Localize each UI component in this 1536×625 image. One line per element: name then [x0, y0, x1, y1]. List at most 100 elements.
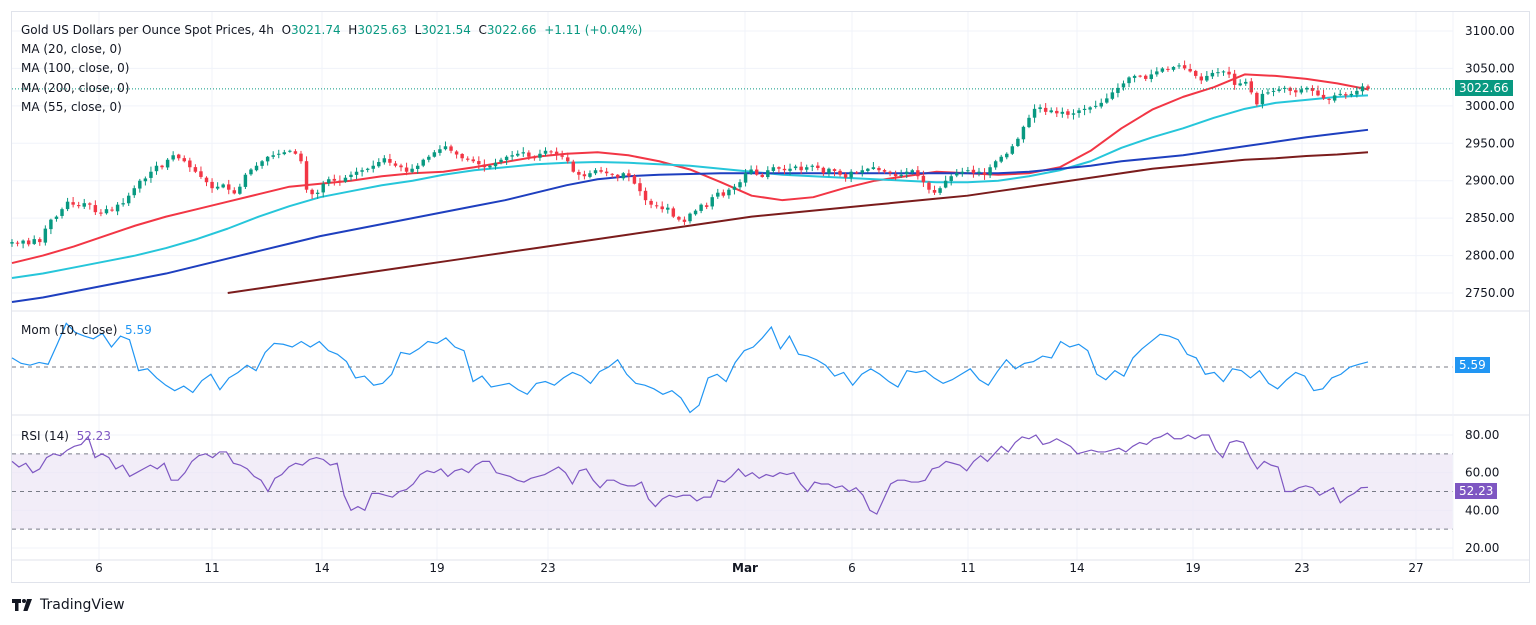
candle-body: [554, 151, 559, 156]
candle-body: [599, 170, 603, 172]
candle: [988, 164, 992, 179]
candle-body: [1132, 75, 1137, 78]
candle-body: [165, 159, 170, 168]
candle: [888, 170, 892, 177]
candle: [932, 185, 937, 195]
candle: [1327, 98, 1331, 105]
candle-body: [543, 150, 548, 154]
candle: [176, 153, 181, 161]
candle: [799, 161, 803, 175]
candle-body: [649, 200, 653, 205]
candle: [410, 164, 414, 174]
candle: [699, 203, 703, 214]
candle: [1077, 107, 1081, 118]
candle-body: [716, 192, 720, 197]
candle: [126, 192, 131, 206]
candle: [921, 170, 926, 187]
candle-body: [110, 209, 114, 211]
candle: [443, 141, 448, 151]
tradingview-logo-icon: [12, 599, 32, 611]
candle-body: [71, 202, 75, 205]
candle-body: [988, 167, 992, 176]
price-tick-label: 2750.00: [1465, 286, 1515, 300]
legend-ma20[interactable]: MA (20, close, 0): [21, 42, 122, 56]
candle: [654, 201, 659, 209]
candle-body: [54, 216, 59, 219]
legend-ma100[interactable]: MA (100, close, 0): [21, 61, 130, 75]
candle: [554, 147, 559, 161]
candle-body: [510, 155, 514, 157]
candle-body: [104, 209, 109, 214]
candle: [1255, 91, 1259, 107]
legend-rsi[interactable]: RSI (14) 52.23: [21, 428, 111, 444]
candle-body: [977, 171, 981, 173]
candle-body: [1055, 110, 1059, 114]
rsi-band-area: [12, 453, 1453, 530]
candle-body: [1093, 105, 1098, 107]
high-label: H: [348, 23, 358, 37]
candle-body: [610, 173, 614, 175]
candle-body: [627, 173, 631, 177]
candle-body: [899, 174, 903, 176]
candle: [760, 172, 764, 178]
time-tick-label: 14: [314, 561, 329, 575]
candle: [960, 167, 965, 177]
candle: [1043, 103, 1048, 115]
legend-momentum[interactable]: Mom (10, close) 5.59: [21, 322, 152, 338]
candle-body: [721, 192, 726, 196]
price-tick-label: 2950.00: [1465, 136, 1515, 150]
tradingview-logo[interactable]: TradingView: [12, 597, 125, 613]
candle-body: [243, 174, 248, 187]
candle: [1210, 69, 1215, 79]
candle-body: [1193, 70, 1198, 76]
symbol-title: Gold US Dollars per Ounce Spot Prices, 4…: [21, 23, 274, 37]
legend-ma55[interactable]: MA (55, close, 0): [21, 100, 122, 114]
candle-body: [1277, 89, 1281, 92]
candle: [210, 178, 214, 193]
candle: [121, 198, 125, 207]
candle: [138, 178, 142, 193]
candle: [777, 166, 781, 174]
candle-body: [138, 180, 142, 189]
candle: [1149, 69, 1153, 83]
ma20-line: [11, 73, 1369, 265]
candle-body: [1327, 98, 1331, 100]
candle-body: [910, 170, 915, 173]
candle: [243, 172, 248, 189]
candle: [843, 172, 848, 182]
candle: [1349, 90, 1354, 98]
candle-body: [1294, 90, 1298, 93]
legend-ma200[interactable]: MA (200, close, 0): [21, 81, 130, 95]
candle: [1305, 86, 1309, 93]
candle-body: [282, 152, 287, 155]
candle-body: [154, 165, 159, 172]
candle: [1110, 88, 1115, 101]
candle: [354, 167, 359, 180]
mom-value-tag: 5.59: [1455, 357, 1490, 373]
candle-body: [1216, 72, 1220, 74]
candle: [132, 185, 136, 198]
candle: [393, 160, 398, 168]
candle: [910, 168, 915, 175]
candle-body: [477, 161, 481, 165]
candle-body: [966, 170, 970, 172]
candle-body: [1155, 71, 1159, 75]
candle-body: [643, 190, 648, 201]
candle-body: [1143, 75, 1148, 79]
candle: [966, 166, 970, 174]
candle-body: [799, 166, 803, 171]
candle: [438, 145, 442, 156]
candle: [710, 194, 714, 210]
candle: [877, 166, 881, 174]
candle-body: [338, 180, 342, 183]
candle: [704, 202, 709, 210]
candle-body: [621, 173, 626, 179]
candle-body: [804, 167, 809, 170]
candle-body: [26, 240, 31, 245]
time-tick-label: 19: [429, 561, 444, 575]
open-value: 3021.74: [291, 23, 341, 37]
candle-body: [577, 171, 581, 175]
candle: [449, 144, 453, 154]
candle-body: [354, 171, 359, 175]
